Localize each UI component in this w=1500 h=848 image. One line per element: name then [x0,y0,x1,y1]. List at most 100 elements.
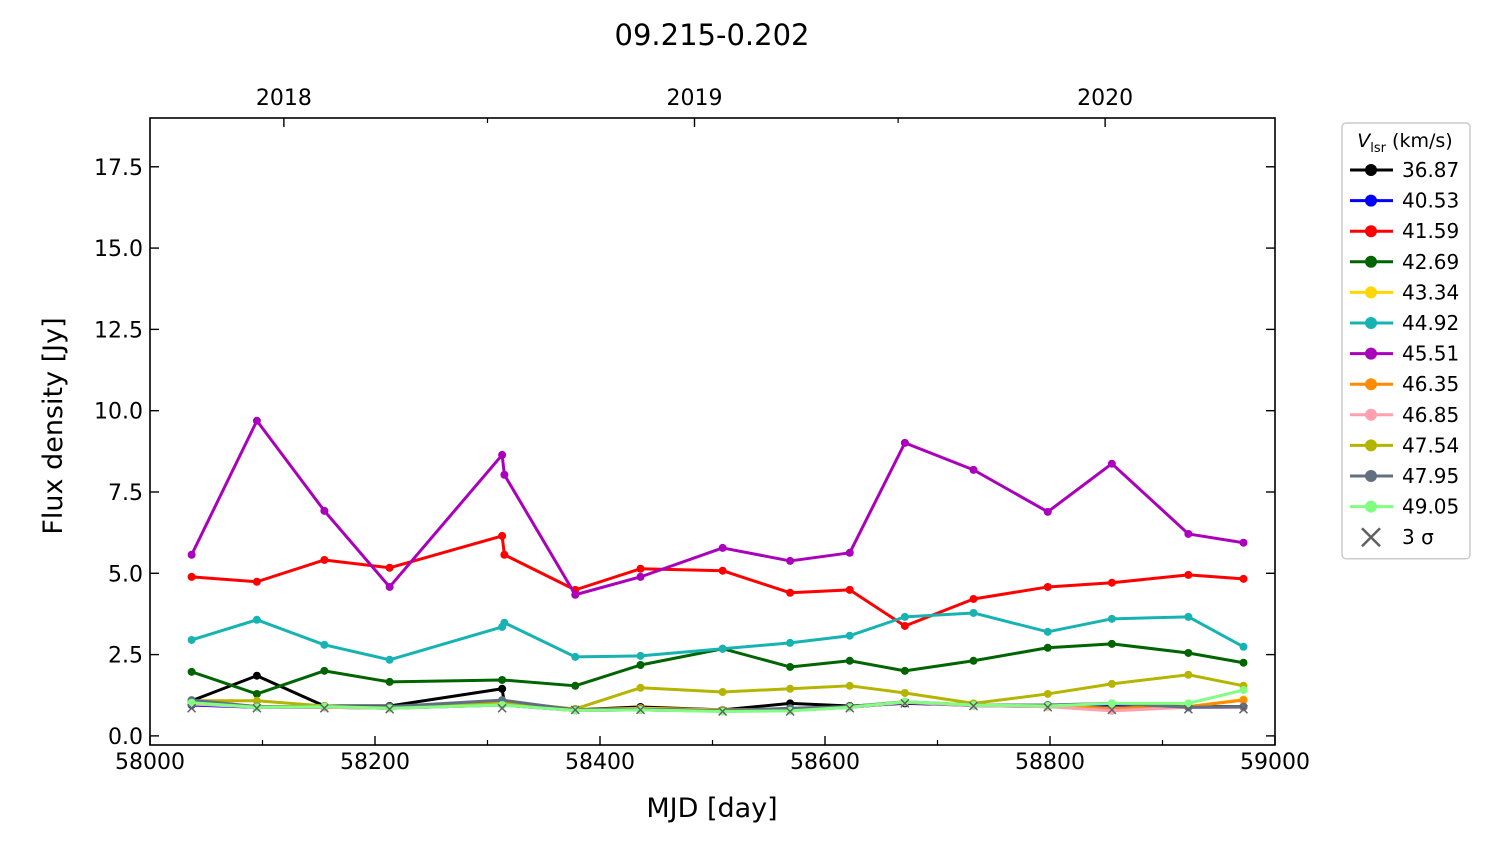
data-point-49.05 [1239,686,1248,695]
top-tick-label: 2018 [256,86,312,111]
data-point-41.59 [1184,570,1193,579]
data-point-42.69 [1239,658,1248,667]
data-point-42.69 [1043,643,1052,652]
data-point-47.54 [845,681,854,690]
data-point-45.51 [1107,459,1116,468]
sigma3-marker [1043,702,1053,712]
data-point-44.92 [900,612,909,621]
data-point-36.87 [498,684,507,693]
plot-area [187,416,1249,717]
data-point-42.69 [252,689,261,698]
sigma3-marker [900,698,910,708]
data-point-49.05 [900,697,909,706]
y-tick-label: 15.0 [94,237,143,262]
data-point-47.54 [718,687,727,696]
legend-marker-40.53 [1365,194,1377,207]
series-line-45.51 [190,419,1244,597]
data-point-41.59 [252,577,261,586]
sigma3-marker [785,706,795,717]
data-point-41.59 [385,563,394,572]
data-point-41.59 [786,588,795,597]
x-tick-label: 58200 [340,750,410,775]
data-point-41.59 [320,555,329,564]
sigma3-marker [968,701,979,711]
data-point-44.92 [718,644,727,653]
data-point-45.51 [500,470,509,479]
legend-title: Vlsr (km/s) [1357,130,1452,156]
legend-marker-43.34 [1365,286,1377,299]
data-point-41.59 [1239,574,1248,583]
sigma3-marker [1183,704,1193,714]
data-point-41.59 [1043,582,1052,591]
legend-label: 41.59 [1402,219,1459,243]
sigma3-marker [845,703,855,713]
sigma3-marker [385,704,395,714]
data-point-42.69 [900,666,909,675]
data-point-42.69 [571,681,580,690]
data-point-42.69 [320,666,329,675]
data-point-44.92 [1239,642,1248,651]
legend-label: 43.34 [1402,280,1459,304]
sigma3-marker [252,703,262,713]
y-tick-label: 7.5 [108,481,143,506]
series-line-49.05 [191,688,1244,714]
legend-label: 47.95 [1402,464,1459,488]
legend-label: 42.69 [1402,250,1459,274]
sigma3-marker [1238,704,1249,714]
data-point-44.92 [320,640,329,649]
data-point-42.69 [636,660,645,669]
legend-label: 46.85 [1402,403,1459,427]
data-point-42.69 [1107,639,1116,648]
data-point-42.69 [187,667,196,676]
legend-marker-41.59 [1365,225,1377,238]
data-point-45.51 [969,465,978,474]
data-point-44.92 [786,638,795,647]
x-tick-label: 58000 [115,750,185,775]
data-point-45.51 [1043,507,1052,516]
x-axis-label: MJD [day] [646,793,777,824]
y-axis-label: Flux density [Jy] [38,317,69,534]
data-point-47.54 [252,696,261,705]
y-tick-label: 17.5 [94,156,143,181]
x-tick-label: 59000 [1240,750,1310,775]
data-point-41.59 [498,531,507,540]
sigma3-marker [1107,705,1117,715]
data-point-46.35 [1239,696,1248,705]
sigma3-marker [319,703,329,713]
data-point-42.69 [786,662,795,671]
data-point-47.95 [1239,702,1248,711]
chart-title: 09.215-0.202 [615,18,810,52]
legend-label: 40.53 [1402,189,1459,213]
data-point-45.51 [320,506,329,515]
legend-sigma3-icon [1361,527,1381,548]
data-point-45.51 [571,590,580,599]
data-point-44.92 [500,618,509,627]
data-point-47.54 [1184,670,1193,679]
data-point-44.92 [636,651,645,660]
data-point-45.51 [1184,529,1193,538]
data-point-44.92 [969,608,978,617]
sigma3-marker [570,705,580,715]
data-point-45.51 [718,543,727,552]
data-point-41.59 [500,550,509,559]
data-point-45.51 [252,416,261,425]
data-point-41.59 [636,564,645,573]
series-line-42.69 [191,642,1244,696]
data-point-45.51 [845,548,854,557]
y-tick-label: 2.5 [108,644,143,669]
data-point-45.51 [385,582,394,591]
data-point-49.05 [1043,701,1052,710]
data-point-44.92 [187,635,196,644]
data-point-42.69 [385,677,394,686]
legend-marker-47.54 [1365,439,1377,452]
top-tick-label: 2020 [1077,86,1133,111]
legend-marker-42.69 [1365,255,1377,268]
data-point-49.05 [320,702,329,711]
legend-marker-46.35 [1365,378,1377,391]
data-point-41.59 [900,621,909,630]
legend-label: 36.87 [1402,158,1459,182]
y-tick-label: 5.0 [108,562,143,587]
data-point-47.54 [1107,679,1116,688]
data-point-41.59 [1107,578,1116,587]
